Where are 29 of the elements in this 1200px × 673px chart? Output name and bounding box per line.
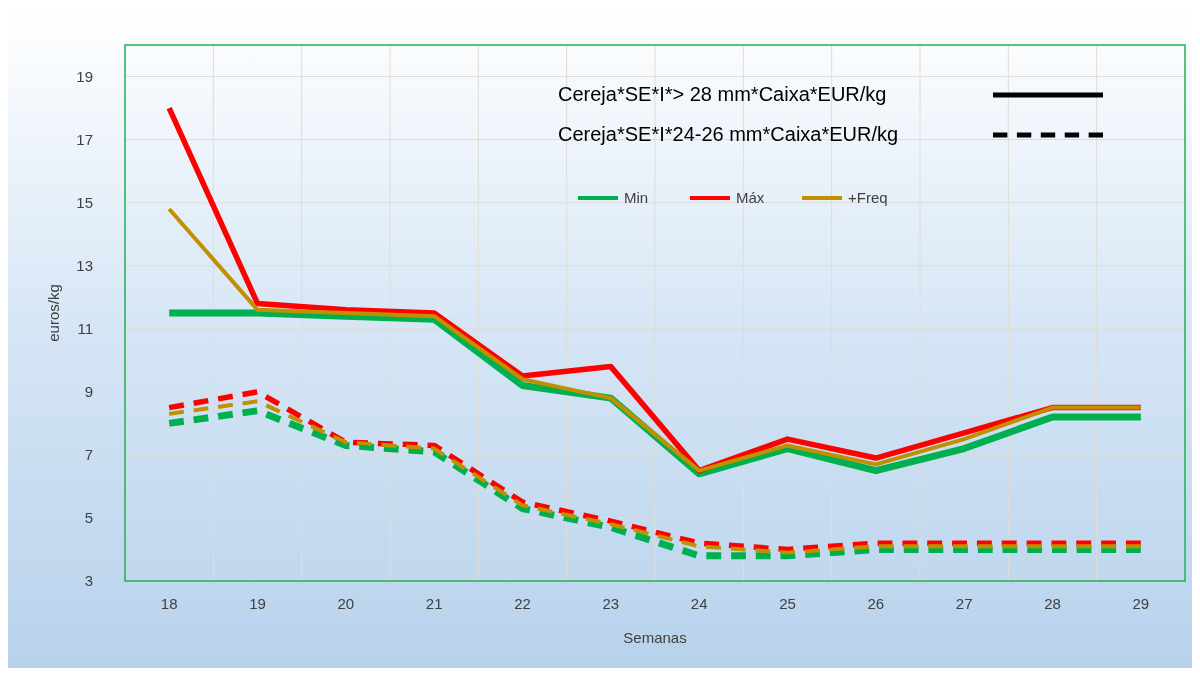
- y-tick-label: 11: [77, 320, 93, 338]
- annotation: Cereja*SE*I*> 28 mm*Caixa*EUR/kg: [558, 83, 887, 105]
- y-tick-label: 3: [84, 572, 93, 590]
- y-tick-label: 15: [76, 193, 93, 211]
- y-axis-title: euros/kg: [45, 284, 62, 342]
- y-tick-label: 13: [76, 256, 93, 274]
- x-tick-label: 27: [955, 595, 973, 612]
- x-tick-label: 28: [1044, 595, 1061, 612]
- x-tick-label: 22: [514, 595, 531, 612]
- y-tick-label: 17: [76, 130, 93, 148]
- y-tick-label: 9: [84, 383, 93, 401]
- legend-label: +Freq: [848, 189, 888, 207]
- annotation: Cereja*SE*I*24-26 mm*Caixa*EUR/kg: [558, 123, 899, 145]
- x-tick-label: 19: [249, 595, 266, 612]
- x-axis-title: Semanas: [623, 629, 687, 646]
- x-tick-label: 20: [337, 595, 355, 612]
- line-series: [167, 206, 1143, 473]
- legend-label: Min: [624, 189, 649, 207]
- x-tick-label: 25: [779, 595, 796, 612]
- y-tick-label: 5: [84, 509, 93, 527]
- legend-label: Máx: [736, 189, 765, 207]
- x-tick-label: 26: [867, 595, 885, 612]
- x-tick-label: 29: [1132, 595, 1150, 612]
- y-tick-label: 19: [76, 67, 93, 85]
- x-tick-label: 23: [602, 595, 620, 612]
- x-tick-label: 24: [690, 595, 708, 612]
- x-tick-label: 18: [160, 595, 178, 612]
- y-tick-label: 7: [84, 446, 93, 464]
- x-tick-label: 21: [425, 595, 443, 612]
